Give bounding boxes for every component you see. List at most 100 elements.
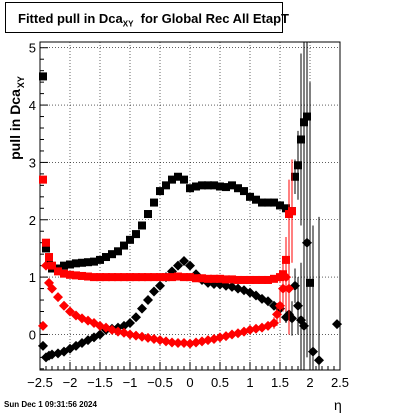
data-point bbox=[174, 272, 182, 281]
y-axis-label-sub: XY bbox=[16, 76, 26, 88]
data-point bbox=[186, 273, 194, 282]
x-tick-label: 0.5 bbox=[211, 375, 229, 390]
data-point bbox=[120, 241, 128, 250]
data-point bbox=[300, 118, 308, 127]
y-tick-label: 3 bbox=[29, 155, 36, 170]
data-point bbox=[149, 286, 159, 297]
x-tick-label: 1 bbox=[246, 375, 253, 390]
data-point bbox=[258, 275, 266, 284]
data-point bbox=[210, 274, 218, 283]
data-point bbox=[303, 112, 311, 121]
data-point bbox=[173, 338, 183, 349]
data-point bbox=[138, 273, 146, 282]
data-point bbox=[162, 273, 170, 282]
data-point bbox=[155, 280, 165, 291]
data-point bbox=[84, 258, 92, 267]
data-point bbox=[306, 278, 314, 287]
data-point bbox=[138, 221, 146, 230]
series-3 bbox=[38, 242, 294, 349]
data-point bbox=[150, 273, 158, 282]
data-point bbox=[47, 283, 57, 294]
data-point bbox=[180, 175, 188, 184]
data-point bbox=[53, 292, 63, 303]
data-point bbox=[45, 253, 53, 262]
data-point bbox=[270, 274, 278, 283]
data-point bbox=[294, 161, 302, 170]
data-point bbox=[210, 181, 218, 190]
data-point bbox=[252, 275, 260, 284]
data-point bbox=[150, 198, 158, 207]
data-point bbox=[59, 300, 69, 311]
data-point bbox=[234, 275, 242, 284]
data-point bbox=[48, 261, 56, 270]
data-point bbox=[284, 283, 294, 294]
data-point bbox=[288, 207, 296, 216]
data-point bbox=[192, 274, 200, 283]
data-point bbox=[204, 274, 212, 283]
axis-ticks: −2.5 −2 −1.5 −1 −0.5 0 0.5 1 1.5 2 2.5 0 1 2 3 4 5 bbox=[27, 41, 349, 390]
data-point bbox=[60, 261, 68, 270]
data-point bbox=[78, 271, 86, 280]
data-point bbox=[332, 319, 342, 330]
data-point bbox=[270, 198, 278, 207]
title-sub: XY bbox=[122, 19, 134, 29]
data-point bbox=[216, 182, 224, 191]
data-point bbox=[240, 275, 248, 284]
data-point bbox=[41, 260, 51, 271]
data-point bbox=[263, 296, 273, 307]
data-point bbox=[132, 230, 140, 239]
timestamp: Sun Dec 1 09:31:56 2024 bbox=[4, 400, 97, 409]
data-point bbox=[131, 312, 141, 323]
data-point bbox=[96, 255, 104, 264]
data-point bbox=[302, 237, 312, 248]
data-point bbox=[192, 182, 200, 191]
x-tick-label: −0.5 bbox=[147, 375, 173, 390]
x-tick-label: −1.5 bbox=[87, 375, 113, 390]
x-tick-label: −2.5 bbox=[27, 375, 53, 390]
data-point bbox=[102, 273, 110, 282]
data-point bbox=[240, 187, 248, 196]
data-point bbox=[162, 181, 170, 190]
data-point bbox=[246, 275, 254, 284]
data-point bbox=[179, 256, 189, 267]
data-point bbox=[291, 172, 299, 181]
data-point bbox=[258, 198, 266, 207]
data-point bbox=[38, 340, 48, 351]
data-point bbox=[38, 320, 48, 331]
x-axis-label: η bbox=[334, 397, 342, 413]
data-point bbox=[114, 247, 122, 256]
data-point bbox=[185, 260, 195, 271]
y-tick-label: 1 bbox=[29, 270, 36, 285]
data-point bbox=[102, 253, 110, 262]
data-point bbox=[308, 346, 318, 357]
data-point bbox=[216, 274, 224, 283]
data-point bbox=[42, 238, 50, 247]
data-point bbox=[222, 275, 230, 284]
data-point bbox=[60, 269, 68, 278]
y-tick-label: 0 bbox=[29, 327, 36, 342]
data-point bbox=[173, 260, 183, 271]
data-point bbox=[180, 273, 188, 282]
data-point bbox=[156, 273, 164, 282]
data-point bbox=[228, 275, 236, 284]
data-point bbox=[66, 260, 74, 269]
data-point bbox=[264, 275, 272, 284]
data-point bbox=[246, 192, 254, 201]
data-point bbox=[276, 201, 284, 210]
data-point bbox=[228, 181, 236, 190]
data-point bbox=[314, 355, 324, 366]
data-point bbox=[108, 250, 116, 259]
data-point bbox=[126, 273, 134, 282]
chart-title: Fitted pull in DcaXY for Global Rec All … bbox=[18, 11, 289, 29]
x-tick-label: −1 bbox=[123, 375, 138, 390]
data-point bbox=[96, 273, 104, 282]
data-point bbox=[204, 181, 212, 190]
data-point bbox=[234, 184, 242, 193]
data-point bbox=[120, 273, 128, 282]
title-box: Fitted pull in DcaXY for Global Rec All … bbox=[5, 2, 289, 33]
data-point bbox=[222, 183, 230, 192]
data-point bbox=[186, 184, 194, 193]
data-point bbox=[108, 273, 116, 282]
data-point bbox=[282, 204, 290, 213]
y-axis-label: pull in DcaXY bbox=[7, 76, 26, 160]
